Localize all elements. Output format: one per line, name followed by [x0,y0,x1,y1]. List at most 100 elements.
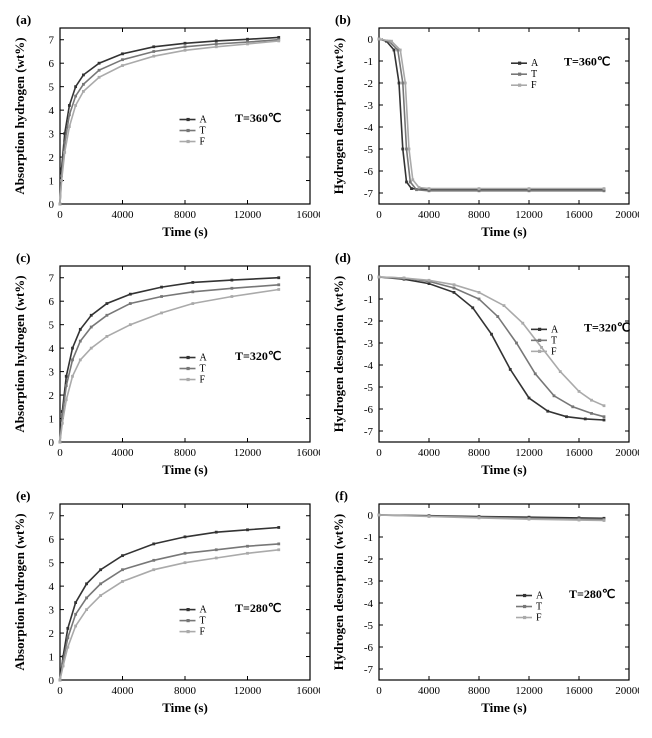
svg-text:3: 3 [49,605,55,617]
temperature-annotation: T=360℃ [235,111,281,125]
y-axis-label: Hydrogen desorption (wt%) [331,38,346,194]
svg-text:-2: -2 [364,554,373,566]
x-axis-label: Time (s) [162,462,208,477]
svg-text:-5: -5 [364,620,374,632]
legend-label-A: A [531,58,539,69]
svg-text:1: 1 [49,414,55,426]
panel-d: 040008000120001600020000-7-6-5-4-3-2-10T… [329,248,639,480]
legend-label-T: T [200,126,206,137]
svg-text:0: 0 [57,685,63,697]
svg-text:20000: 20000 [615,447,639,459]
svg-text:0: 0 [368,34,374,46]
svg-text:16000: 16000 [296,685,320,697]
svg-text:0: 0 [368,272,374,284]
chart-svg: 040008000120001600020000-7-6-5-4-3-2-10T… [329,10,639,242]
svg-text:2: 2 [49,390,55,402]
svg-text:4000: 4000 [112,209,135,221]
svg-text:7: 7 [49,35,55,47]
legend-label-F: F [200,375,206,386]
svg-text:0: 0 [49,437,55,449]
legend-label-T: T [200,364,206,375]
x-axis-label: Time (s) [481,700,527,715]
y-axis-label: Absorption hydrogen (wt%) [12,513,27,670]
svg-text:4: 4 [49,343,55,355]
figure-grid: 040008000120001600001234567Time (s)Absor… [10,10,642,718]
svg-text:4000: 4000 [418,685,441,697]
svg-text:8000: 8000 [468,447,491,459]
legend-label-A: A [200,115,208,126]
svg-text:0: 0 [57,447,63,459]
svg-text:7: 7 [49,273,55,285]
legend-label-A: A [200,605,208,616]
x-axis-label: Time (s) [162,224,208,239]
y-axis-label: Absorption hydrogen (wt%) [12,37,27,194]
legend-label-A: A [551,324,559,335]
temperature-annotation: T=280℃ [569,587,615,601]
chart-svg: 040008000120001600001234567Time (s)Absor… [10,248,320,480]
temperature-annotation: T=360℃ [564,54,610,68]
svg-text:-1: -1 [364,294,373,306]
x-axis-label: Time (s) [162,700,208,715]
svg-text:0: 0 [57,209,63,221]
svg-text:-4: -4 [364,122,374,134]
svg-text:-3: -3 [364,576,374,588]
svg-text:-6: -6 [364,642,374,654]
y-axis-label: Hydrogen desorption (wt%) [331,276,346,432]
svg-text:6: 6 [49,296,55,308]
svg-text:12000: 12000 [234,685,262,697]
svg-text:12000: 12000 [515,685,543,697]
svg-text:-5: -5 [364,144,374,156]
svg-text:16000: 16000 [565,209,593,221]
panel-f: 040008000120001600020000-7-6-5-4-3-2-10T… [329,486,639,718]
legend-label-A: A [536,591,544,602]
svg-text:16000: 16000 [565,447,593,459]
legend-label-F: F [200,627,206,638]
panel-tag: (f) [335,488,348,503]
svg-text:-7: -7 [364,426,374,438]
svg-text:4: 4 [49,581,55,593]
legend-label-T: T [551,335,557,346]
svg-text:4000: 4000 [112,447,135,459]
x-axis-label: Time (s) [481,224,527,239]
legend-label-F: F [551,346,557,357]
svg-text:8000: 8000 [468,209,491,221]
svg-text:7: 7 [49,511,55,523]
svg-text:16000: 16000 [296,447,320,459]
chart-svg: 040008000120001600020000-7-6-5-4-3-2-10T… [329,248,639,480]
svg-text:-7: -7 [364,664,374,676]
svg-text:-7: -7 [364,188,374,200]
svg-text:8000: 8000 [174,447,197,459]
svg-text:20000: 20000 [615,209,639,221]
legend-label-T: T [531,69,537,80]
panel-tag: (d) [335,250,351,265]
svg-text:2: 2 [49,628,55,640]
chart-svg: 040008000120001600001234567Time (s)Absor… [10,10,320,242]
temperature-annotation: T=320℃ [584,321,630,335]
svg-text:4000: 4000 [418,209,441,221]
svg-text:-1: -1 [364,532,373,544]
svg-text:20000: 20000 [615,685,639,697]
temperature-annotation: T=320℃ [235,349,281,363]
panel-a: 040008000120001600001234567Time (s)Absor… [10,10,320,242]
svg-text:5: 5 [49,320,55,332]
svg-text:-6: -6 [364,166,374,178]
svg-text:4000: 4000 [418,447,441,459]
svg-text:6: 6 [49,58,55,70]
y-axis-label: Absorption hydrogen (wt%) [12,275,27,432]
svg-text:0: 0 [49,675,55,687]
svg-text:8000: 8000 [174,209,197,221]
panel-tag: (c) [16,250,30,265]
svg-text:16000: 16000 [565,685,593,697]
panel-e: 040008000120001600001234567Time (s)Absor… [10,486,320,718]
svg-text:0: 0 [376,447,382,459]
svg-text:-6: -6 [364,404,374,416]
legend-label-F: F [531,80,537,91]
svg-text:8000: 8000 [468,685,491,697]
svg-text:-3: -3 [364,338,374,350]
temperature-annotation: T=280℃ [235,601,281,615]
legend-label-A: A [200,353,208,364]
x-axis-label: Time (s) [481,462,527,477]
svg-text:-2: -2 [364,316,373,328]
panel-c: 040008000120001600001234567Time (s)Absor… [10,248,320,480]
panel-tag: (e) [16,488,30,503]
